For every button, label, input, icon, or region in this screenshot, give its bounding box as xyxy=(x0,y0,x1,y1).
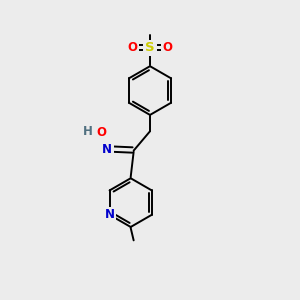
Text: N: N xyxy=(102,142,112,156)
Text: O: O xyxy=(127,41,137,54)
Text: H: H xyxy=(83,125,93,138)
Text: O: O xyxy=(97,126,106,139)
Text: N: N xyxy=(105,208,115,221)
Text: S: S xyxy=(145,41,155,54)
Text: O: O xyxy=(163,41,173,54)
